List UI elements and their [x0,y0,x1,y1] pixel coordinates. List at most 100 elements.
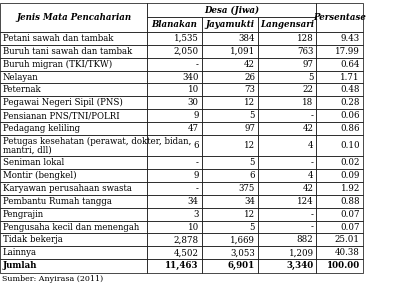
Bar [258,58,316,71]
Text: 0.10: 0.10 [340,141,360,150]
Bar [202,96,258,109]
Text: 2,878: 2,878 [174,235,199,245]
Text: 5: 5 [249,222,255,232]
Text: 3,053: 3,053 [231,248,255,257]
Bar [258,169,316,182]
Text: 882: 882 [297,235,314,245]
Bar [202,259,258,273]
Text: -: - [311,158,314,167]
Bar [258,208,316,221]
Bar [258,18,316,32]
Text: 0.86: 0.86 [341,124,360,133]
Bar [316,233,363,246]
Text: 4: 4 [308,141,314,150]
Text: 1.71: 1.71 [341,73,360,82]
Text: -: - [311,222,314,232]
Text: 34: 34 [244,197,255,206]
Text: 5: 5 [308,73,314,82]
Text: 0.28: 0.28 [341,98,360,107]
Bar [316,169,363,182]
Bar [202,84,258,96]
Bar [202,221,258,233]
Bar [316,122,363,135]
Bar [0,45,147,58]
Bar [0,208,147,221]
Bar [147,109,202,122]
Bar [258,182,316,195]
Bar [147,18,202,32]
Bar [202,45,258,58]
Bar [316,84,363,96]
Bar [258,32,316,45]
Text: 0.09: 0.09 [341,171,360,180]
Bar [202,233,258,246]
Text: 4: 4 [308,171,314,180]
Text: 4,502: 4,502 [174,248,199,257]
Bar [147,246,202,259]
Text: Petani sawah dan tambak: Petani sawah dan tambak [3,34,113,43]
Bar [0,182,147,195]
Bar [258,246,316,259]
Bar [258,45,316,58]
Bar [0,169,147,182]
Text: -: - [196,60,199,69]
Text: 3,340: 3,340 [286,261,314,270]
Bar [202,71,258,84]
Bar [147,259,202,273]
Bar [316,208,363,221]
Bar [0,246,147,259]
Text: 42: 42 [303,124,314,133]
Text: Petugas kesehatan (perawat, dokter, bidan,: Petugas kesehatan (perawat, dokter, bida… [3,137,191,146]
Text: 42: 42 [303,184,314,193]
Text: 12: 12 [244,210,255,219]
Text: Sumber: Anyirasa (2011): Sumber: Anyirasa (2011) [2,275,103,283]
Bar [316,135,363,156]
Text: 40.38: 40.38 [335,248,360,257]
Bar [202,208,258,221]
Text: -: - [311,111,314,120]
Bar [316,109,363,122]
Text: 25.01: 25.01 [335,235,360,245]
Text: Jayamukti: Jayamukti [205,20,254,29]
Text: 0.07: 0.07 [341,222,360,232]
Bar [147,208,202,221]
Bar [147,221,202,233]
Text: 0.64: 0.64 [341,60,360,69]
Bar [316,71,363,84]
Text: mantri, dll): mantri, dll) [3,146,52,155]
Bar [147,84,202,96]
Text: 375: 375 [239,184,255,193]
Bar [258,122,316,135]
Bar [0,233,147,246]
Text: Pensianan PNS/TNI/POLRI: Pensianan PNS/TNI/POLRI [3,111,119,120]
Bar [0,221,147,233]
Text: Karyawan perusahaan swasta: Karyawan perusahaan swasta [3,184,132,193]
Text: 6: 6 [193,141,199,150]
Text: 6,901: 6,901 [228,261,255,270]
Text: Buruh tani sawah dan tambak: Buruh tani sawah dan tambak [3,47,132,56]
Bar [0,259,147,273]
Bar [258,233,316,246]
Text: 0.48: 0.48 [341,86,360,94]
Text: 100.00: 100.00 [326,261,360,270]
Text: Seniman lokal: Seniman lokal [3,158,64,167]
Text: 42: 42 [244,60,255,69]
Text: -: - [311,210,314,219]
Bar [258,96,316,109]
Text: Pengrajin: Pengrajin [3,210,44,219]
Bar [147,3,316,18]
Text: Jumlah: Jumlah [3,261,37,270]
Text: 97: 97 [244,124,255,133]
Text: Blanakan: Blanakan [152,20,197,29]
Bar [147,58,202,71]
Bar [147,233,202,246]
Text: Langensari: Langensari [260,20,314,29]
Bar [258,259,316,273]
Bar [258,195,316,208]
Text: 384: 384 [239,34,255,43]
Text: 10: 10 [187,86,199,94]
Bar [258,109,316,122]
Text: 18: 18 [302,98,314,107]
Bar [0,71,147,84]
Bar [202,18,258,32]
